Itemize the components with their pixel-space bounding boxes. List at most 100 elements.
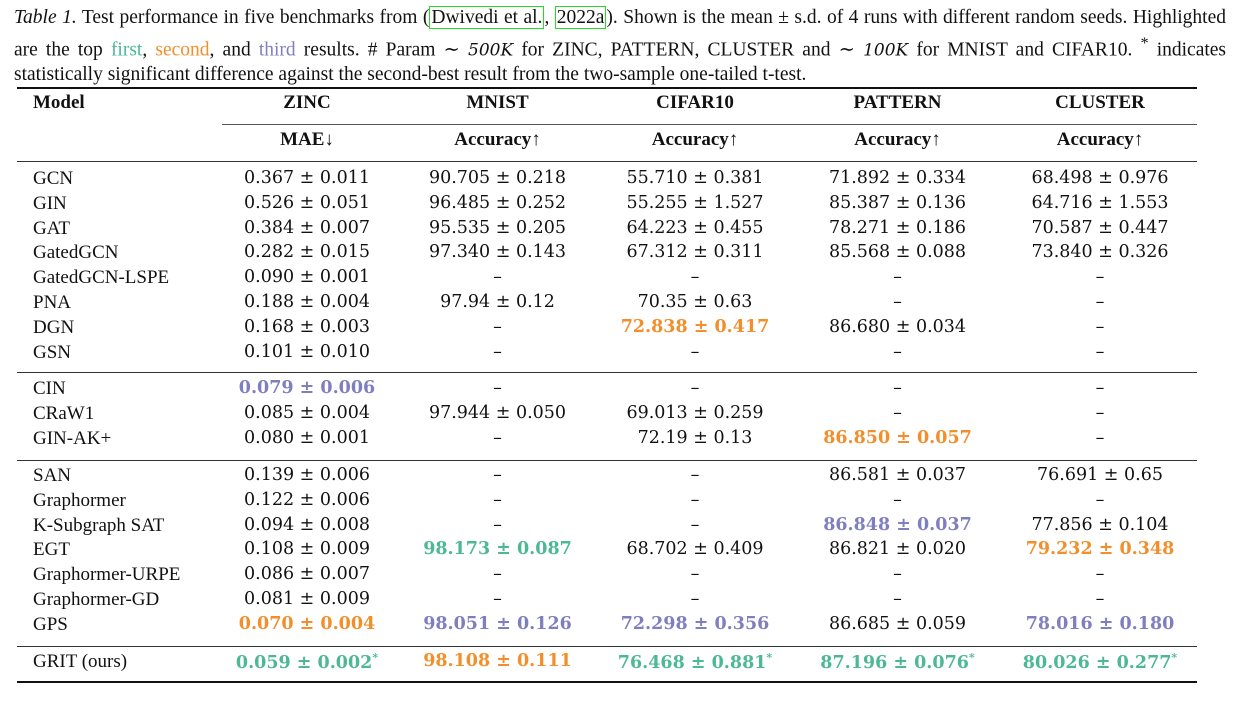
result-value: 77.856 ± 0.104 bbox=[1031, 514, 1169, 535]
result-cell: – bbox=[800, 403, 995, 423]
result-cell: – bbox=[405, 515, 590, 535]
table-row: GSN 0.101 ± 0.010 – – – – bbox=[0, 342, 1240, 366]
header-metric-zinc: MAE↓ bbox=[280, 129, 334, 150]
result-value: 67.312 ± 0.311 bbox=[626, 242, 764, 263]
model-name: GatedGCN-LSPE bbox=[33, 267, 170, 289]
result-cell: – bbox=[405, 564, 590, 584]
result-value: 0.188 ± 0.004 bbox=[244, 292, 370, 312]
model-name: PNA bbox=[33, 292, 72, 313]
result-value: 98.173 ± 0.087 bbox=[423, 539, 572, 560]
result-cell: – bbox=[600, 267, 790, 287]
result-value: – bbox=[493, 564, 502, 585]
header-dataset-zinc: ZINC bbox=[283, 92, 331, 113]
citation-separator: , bbox=[544, 7, 555, 28]
result-value: – bbox=[493, 267, 502, 288]
result-value: 0.085 ± 0.004 bbox=[244, 402, 370, 423]
result-cell: 97.340 ± 0.143 bbox=[405, 242, 590, 262]
result-cell: 68.702 ± 0.409 bbox=[600, 539, 790, 559]
result-value: 0.081 ± 0.009 bbox=[244, 589, 370, 609]
result-value: 68.498 ± 0.976 bbox=[1031, 168, 1169, 188]
result-value: – bbox=[493, 341, 502, 362]
caption-text: Test performance in five benchmarks from… bbox=[76, 7, 430, 28]
result-cell: 80.026 ± 0.277* bbox=[1005, 651, 1195, 673]
result-cell: 67.312 ± 0.311 bbox=[600, 242, 790, 262]
result-cell: – bbox=[600, 378, 790, 398]
result-cell: 55.255 ± 1.527 bbox=[600, 193, 790, 213]
result-cell: 0.085 ± 0.004 bbox=[222, 403, 392, 423]
result-cell: 0.139 ± 0.006 bbox=[222, 465, 392, 485]
result-cell: 85.568 ± 0.088 bbox=[800, 242, 995, 262]
result-value: – bbox=[690, 489, 700, 510]
result-value: – bbox=[493, 589, 502, 609]
group-separator-rule bbox=[17, 460, 1197, 461]
result-value: – bbox=[893, 341, 902, 362]
result-cell: 98.108 ± 0.111 bbox=[405, 651, 590, 671]
result-value: 0.282 ± 0.015 bbox=[244, 242, 370, 263]
result-cell: – bbox=[600, 490, 790, 510]
model-name: GIN bbox=[33, 192, 67, 214]
result-value: 64.223 ± 0.455 bbox=[626, 217, 764, 238]
result-value: 76.468 ± 0.881 bbox=[617, 652, 767, 673]
result-cell: 86.680 ± 0.034 bbox=[800, 317, 995, 337]
caption-text: results. # Param ∼ bbox=[295, 39, 469, 60]
param-500k: 500K bbox=[468, 40, 514, 60]
result-cell: – bbox=[800, 292, 995, 312]
result-value: – bbox=[690, 465, 700, 485]
significance-marker: * bbox=[968, 651, 975, 664]
model-name: GRIT (ours) bbox=[33, 651, 128, 672]
result-value: 76.691 ± 0.65 bbox=[1037, 465, 1163, 485]
result-cell: – bbox=[800, 342, 995, 362]
result-value: – bbox=[1095, 427, 1105, 448]
result-cell: 86.848 ± 0.037 bbox=[800, 515, 995, 535]
result-cell: 90.705 ± 0.218 bbox=[405, 168, 590, 188]
result-value: 0.108 ± 0.009 bbox=[244, 539, 370, 560]
result-value: 0.139 ± 0.006 bbox=[244, 465, 370, 485]
result-cell: 86.850 ± 0.057 bbox=[800, 428, 995, 448]
result-cell: 87.196 ± 0.076* bbox=[800, 651, 995, 673]
result-cell: 0.080 ± 0.001 bbox=[222, 428, 392, 448]
result-value: 0.122 ± 0.006 bbox=[244, 489, 370, 510]
result-value: 86.848 ± 0.037 bbox=[823, 514, 972, 535]
table-row: Graphormer-GD 0.081 ± 0.009 – – – – bbox=[0, 589, 1240, 613]
result-cell: 72.19 ± 0.13 bbox=[600, 428, 790, 448]
header-dataset-cluster: CLUSTER bbox=[1055, 92, 1145, 113]
model-name: GatedGCN bbox=[33, 242, 119, 264]
model-name: DGN bbox=[33, 316, 75, 338]
result-cell: 86.821 ± 0.020 bbox=[800, 539, 995, 559]
table-row: GCN 0.367 ± 0.011 90.705 ± 0.218 55.710 ± 0… bbox=[0, 168, 1240, 192]
result-cell: – bbox=[800, 490, 995, 510]
table-row: DGN 0.168 ± 0.003 – 72.838 ± 0.417 86.680 ± … bbox=[0, 317, 1240, 341]
result-value: 78.016 ± 0.180 bbox=[1025, 613, 1175, 634]
result-value: – bbox=[1095, 589, 1105, 609]
result-cell: 71.892 ± 0.334 bbox=[800, 168, 995, 188]
model-name: Graphormer bbox=[33, 489, 126, 511]
result-cell: 0.282 ± 0.015 bbox=[222, 242, 392, 262]
result-cell: 64.223 ± 0.455 bbox=[600, 218, 790, 238]
result-cell: 97.944 ± 0.050 bbox=[405, 403, 590, 423]
result-value: 86.680 ± 0.034 bbox=[828, 316, 967, 337]
result-value: – bbox=[1095, 267, 1105, 288]
result-value: – bbox=[690, 341, 700, 362]
header-dataset-mnist: MNIST bbox=[466, 92, 529, 113]
result-value: 0.367 ± 0.011 bbox=[244, 168, 370, 188]
result-value: 0.168 ± 0.003 bbox=[244, 316, 370, 337]
result-value: – bbox=[893, 292, 902, 312]
result-cell: 98.051 ± 0.126 bbox=[405, 614, 590, 634]
table-row: GRIT (ours) 0.059 ± 0.002* 98.108 ± 0.111 7… bbox=[0, 651, 1240, 675]
result-cell: 86.581 ± 0.037 bbox=[800, 465, 995, 485]
caption-text: for MNIST and CIFAR10. bbox=[908, 39, 1141, 60]
model-name: Graphormer-URPE bbox=[33, 564, 181, 586]
result-cell: 0.094 ± 0.008 bbox=[222, 515, 392, 535]
result-value: 55.255 ± 1.527 bbox=[626, 192, 764, 213]
result-cell: 0.526 ± 0.051 bbox=[222, 193, 392, 213]
citation-link-year[interactable]: 2022a bbox=[554, 6, 607, 29]
citation-link-authors[interactable]: Dwivedi et al. bbox=[429, 6, 545, 29]
result-value: 80.026 ± 0.277 bbox=[1022, 652, 1172, 673]
legend-second: second bbox=[155, 39, 210, 60]
result-cell: – bbox=[1005, 292, 1195, 312]
result-cell: 55.710 ± 0.381 bbox=[600, 168, 790, 188]
result-value: 79.232 ± 0.348 bbox=[1025, 539, 1175, 560]
result-cell: 0.090 ± 0.001 bbox=[222, 267, 392, 287]
result-value: 70.35 ± 0.63 bbox=[637, 292, 753, 312]
result-cell: – bbox=[1005, 317, 1195, 337]
